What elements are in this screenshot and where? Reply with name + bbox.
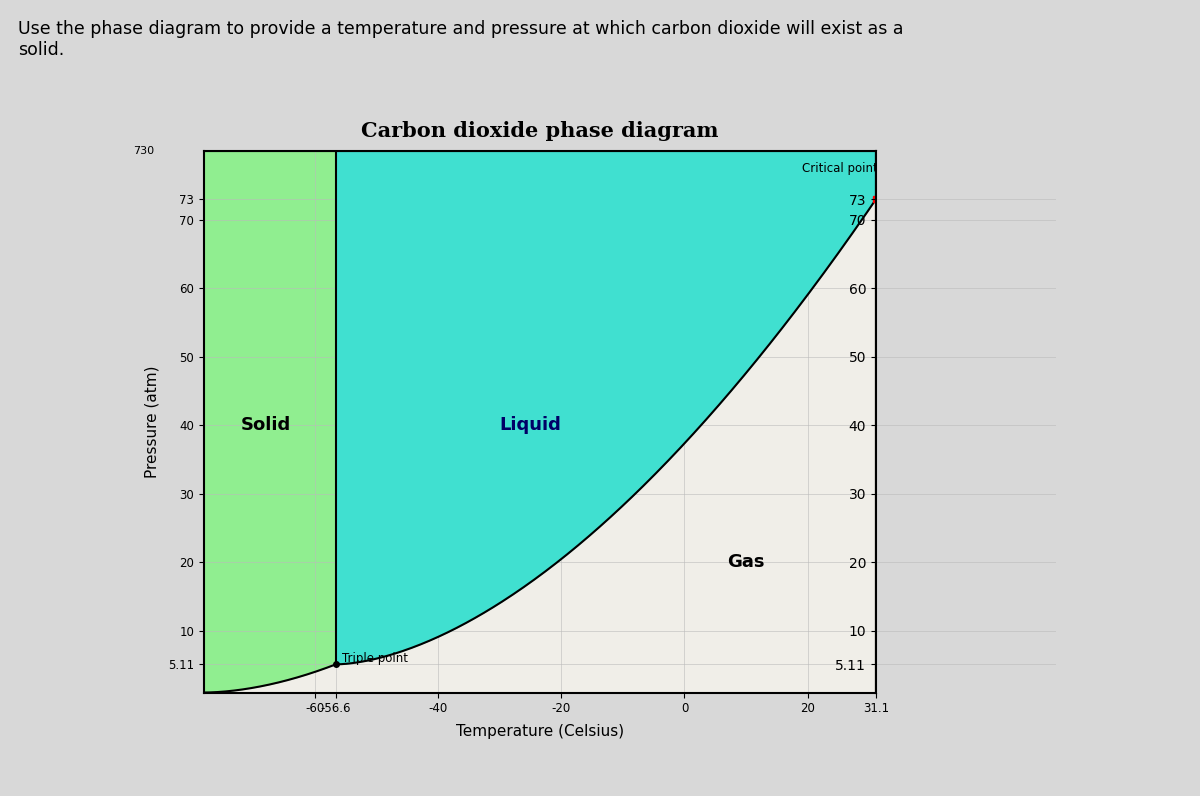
Polygon shape xyxy=(336,151,876,665)
X-axis label: Temperature (Celsius): Temperature (Celsius) xyxy=(456,724,624,739)
Text: 730: 730 xyxy=(133,146,154,156)
Title: Carbon dioxide phase diagram: Carbon dioxide phase diagram xyxy=(361,121,719,142)
Y-axis label: Pressure (atm): Pressure (atm) xyxy=(145,365,160,478)
Text: Gas: Gas xyxy=(727,553,764,572)
Polygon shape xyxy=(204,151,336,693)
Text: Use the phase diagram to provide a temperature and pressure at which carbon diox: Use the phase diagram to provide a tempe… xyxy=(18,20,904,59)
Text: Critical point: Critical point xyxy=(802,162,878,175)
Text: Solid: Solid xyxy=(240,416,290,435)
Text: Liquid: Liquid xyxy=(499,416,562,435)
Text: Triple point: Triple point xyxy=(342,652,408,665)
